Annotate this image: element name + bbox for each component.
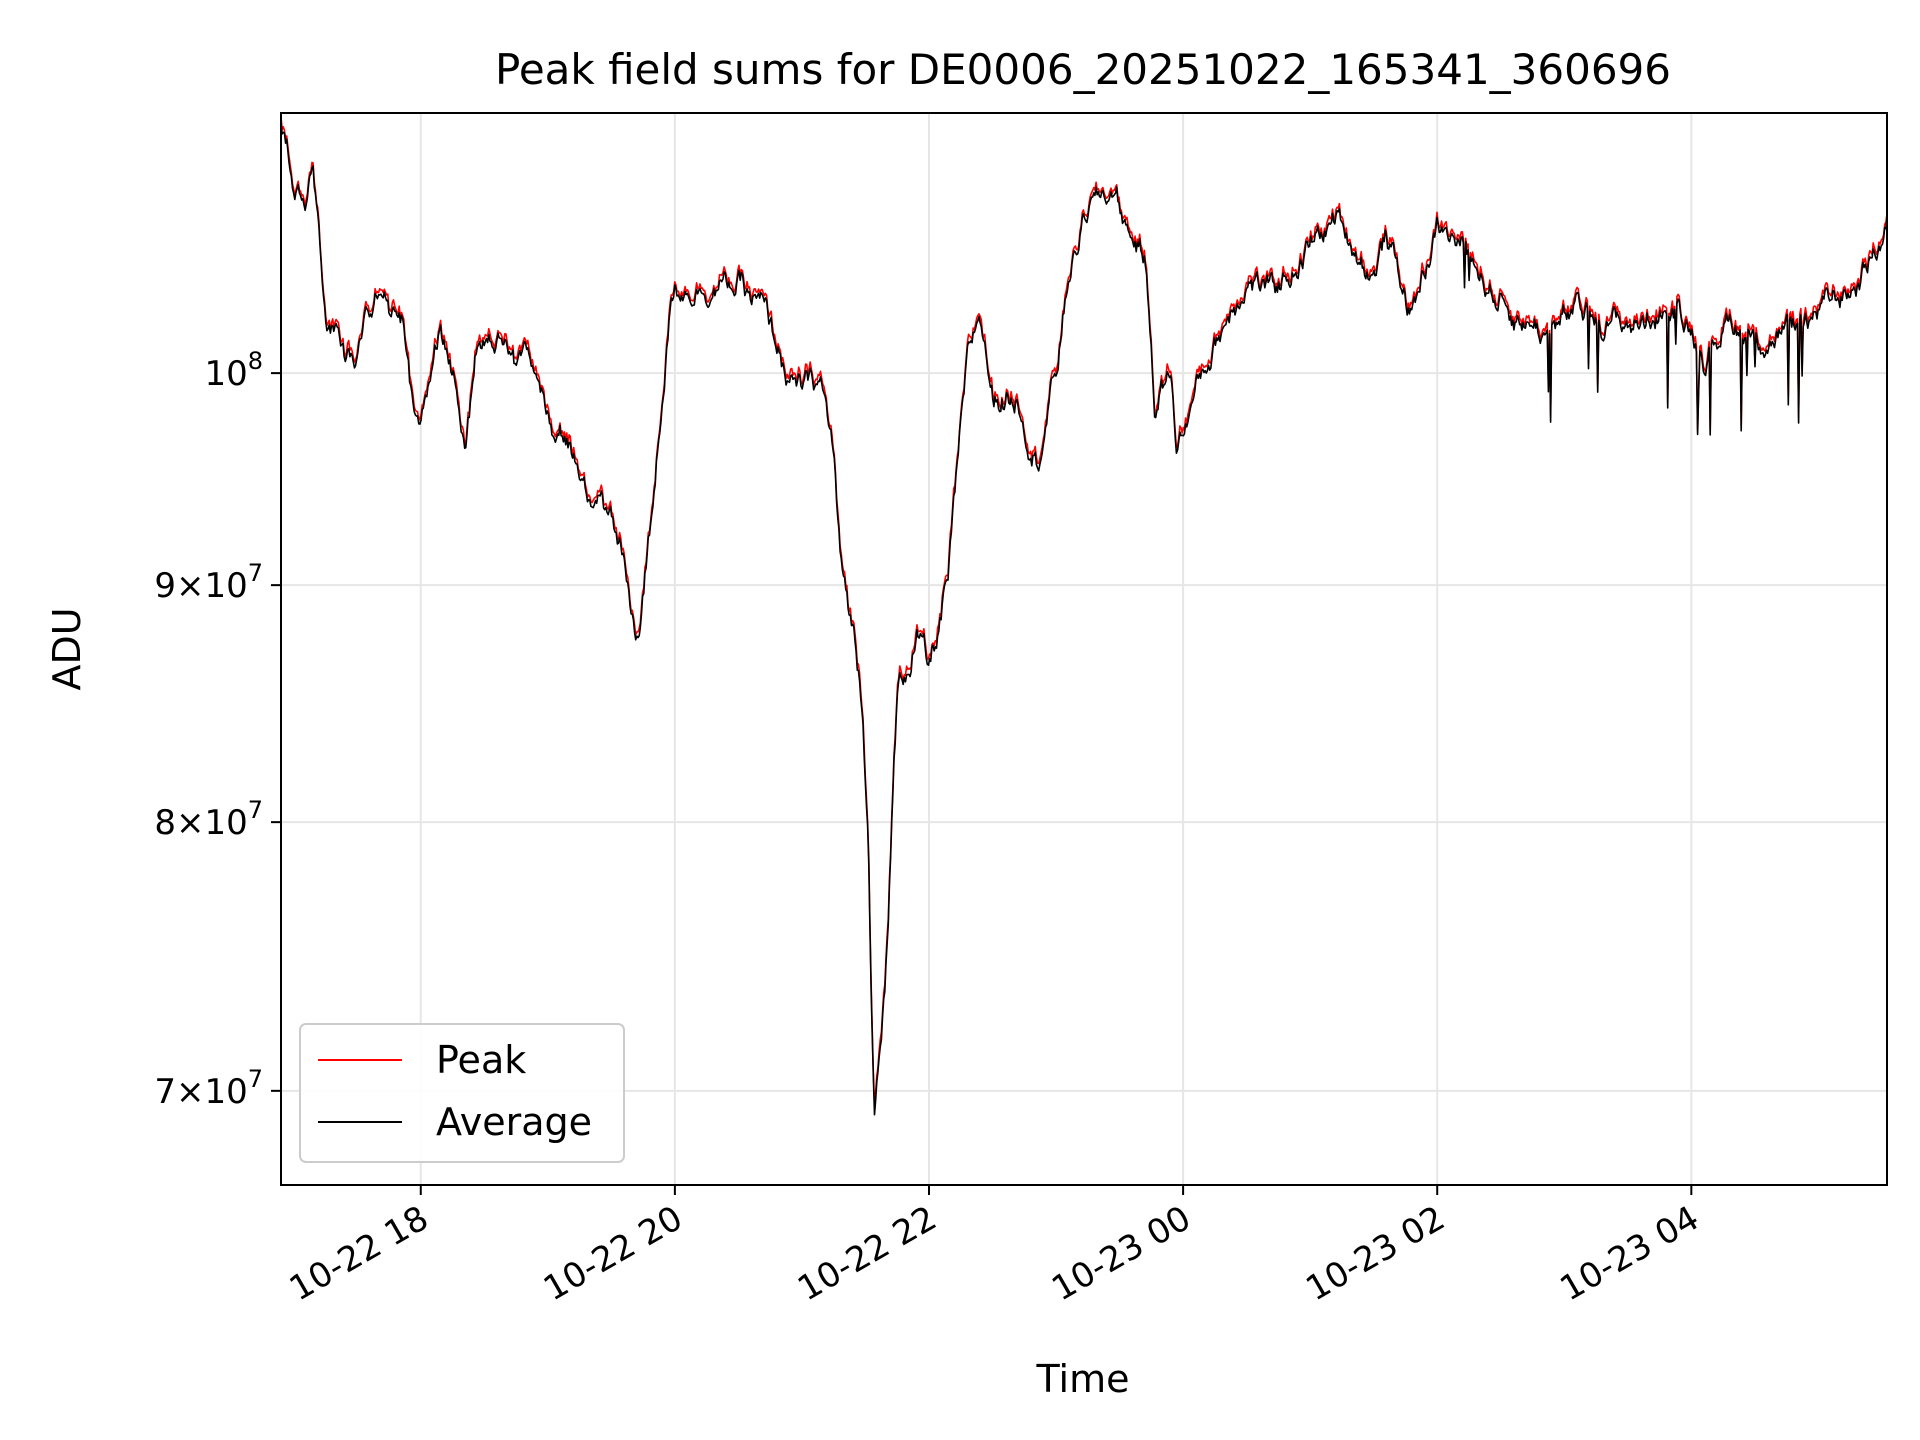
series-lines [281,116,1887,1116]
chart-title: Peak field sums for DE0006_20251022_1653… [495,45,1671,94]
y-tick-label: 108 [204,347,263,394]
y-axis-ticks: 7×107 8×107 9×107 108 [154,347,281,1112]
legend-box [299,1023,625,1163]
series-line-peak [281,116,1887,1108]
series-line-average [281,121,1887,1116]
legend: Peak Average [299,1023,625,1163]
legend-average-label: Average [436,1100,592,1144]
y-tick-label: 8×107 [154,796,263,843]
plot-frame [280,112,1888,1186]
legend-peak-label: Peak [436,1038,526,1082]
y-tick-label: 9×107 [154,559,263,606]
y-axis-label: ADU [45,607,89,690]
y-tick-label: 7×107 [154,1065,263,1112]
x-axis-label: Time [1036,1357,1130,1401]
